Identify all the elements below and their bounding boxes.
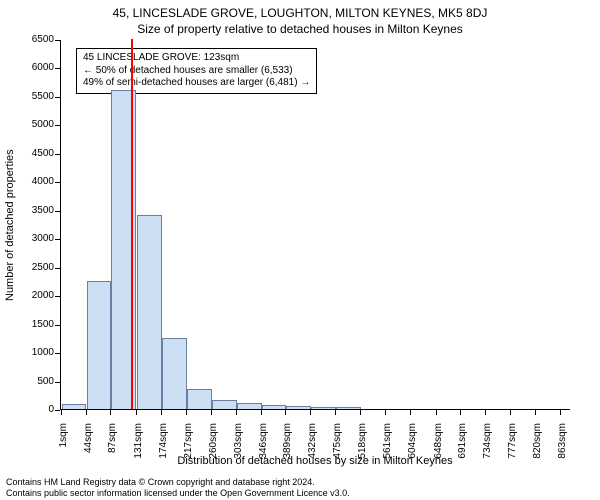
x-tick-mark: [360, 410, 361, 415]
y-tick-label: 6000: [18, 63, 54, 73]
chart-title-main: 45, LINCESLADE GROVE, LOUGHTON, MILTON K…: [0, 6, 600, 20]
y-tick-mark: [55, 410, 60, 411]
y-tick-mark: [55, 68, 60, 69]
histogram-bar: [187, 389, 212, 409]
y-tick-label: 1500: [18, 320, 54, 330]
x-tick-mark: [161, 410, 162, 415]
y-tick-mark: [55, 239, 60, 240]
y-tick-label: 4000: [18, 177, 54, 187]
histogram-bar: [311, 407, 336, 409]
x-tick-mark: [211, 410, 212, 415]
y-tick-mark: [55, 154, 60, 155]
histogram-bar: [286, 406, 311, 409]
y-tick-label: 5500: [18, 92, 54, 102]
histogram-bar: [212, 400, 237, 409]
y-tick-label: 2000: [18, 291, 54, 301]
y-tick-mark: [55, 97, 60, 98]
footer-attribution: Contains HM Land Registry data © Crown c…: [6, 477, 350, 498]
x-tick-mark: [436, 410, 437, 415]
y-tick-label: 0: [18, 405, 54, 415]
footer-line-2: Contains public sector information licen…: [6, 488, 350, 498]
footer-line-1: Contains HM Land Registry data © Crown c…: [6, 477, 350, 487]
y-tick-mark: [55, 40, 60, 41]
x-tick-mark: [310, 410, 311, 415]
x-tick-mark: [410, 410, 411, 415]
y-tick-mark: [55, 296, 60, 297]
y-tick-label: 6500: [18, 35, 54, 45]
histogram-bar: [87, 281, 112, 409]
y-tick-mark: [55, 125, 60, 126]
x-tick-mark: [335, 410, 336, 415]
info-line-3: 49% of semi-detached houses are larger (…: [83, 77, 310, 90]
y-tick-mark: [55, 268, 60, 269]
x-tick-mark: [285, 410, 286, 415]
x-tick-mark: [535, 410, 536, 415]
histogram-bar: [262, 405, 287, 409]
y-tick-label: 500: [18, 377, 54, 387]
y-tick-mark: [55, 353, 60, 354]
y-tick-label: 4500: [18, 149, 54, 159]
x-tick-mark: [261, 410, 262, 415]
x-tick-mark: [460, 410, 461, 415]
info-box: 45 LINCESLADE GROVE: 123sqm ← 50% of det…: [76, 48, 317, 94]
x-tick-mark: [385, 410, 386, 415]
x-tick-mark: [560, 410, 561, 415]
y-tick-mark: [55, 325, 60, 326]
y-tick-label: 2500: [18, 263, 54, 273]
y-tick-label: 3500: [18, 206, 54, 216]
y-tick-mark: [55, 182, 60, 183]
histogram-bar: [162, 338, 187, 409]
x-tick-mark: [61, 410, 62, 415]
histogram-bar: [137, 215, 162, 409]
info-line-1: 45 LINCESLADE GROVE: 123sqm: [83, 52, 310, 65]
histogram-bar: [62, 404, 87, 409]
x-tick-mark: [136, 410, 137, 415]
x-tick-mark: [236, 410, 237, 415]
y-tick-mark: [55, 211, 60, 212]
x-tick-mark: [110, 410, 111, 415]
histogram-bar: [336, 407, 361, 409]
x-tick-mark: [186, 410, 187, 415]
plot-area: 45 LINCESLADE GROVE: 123sqm ← 50% of det…: [60, 40, 570, 410]
histogram-bar: [237, 403, 262, 409]
chart-title-sub: Size of property relative to detached ho…: [0, 22, 600, 36]
x-tick-mark: [485, 410, 486, 415]
x-tick-mark: [510, 410, 511, 415]
property-marker-line: [131, 39, 133, 409]
x-axis-label: Distribution of detached houses by size …: [60, 455, 570, 467]
y-tick-mark: [55, 382, 60, 383]
y-tick-label: 1000: [18, 348, 54, 358]
info-line-2: ← 50% of detached houses are smaller (6,…: [83, 65, 310, 78]
x-tick-mark: [86, 410, 87, 415]
y-axis-label: Number of detached properties: [4, 40, 18, 410]
y-tick-label: 5000: [18, 120, 54, 130]
y-tick-label: 3000: [18, 234, 54, 244]
